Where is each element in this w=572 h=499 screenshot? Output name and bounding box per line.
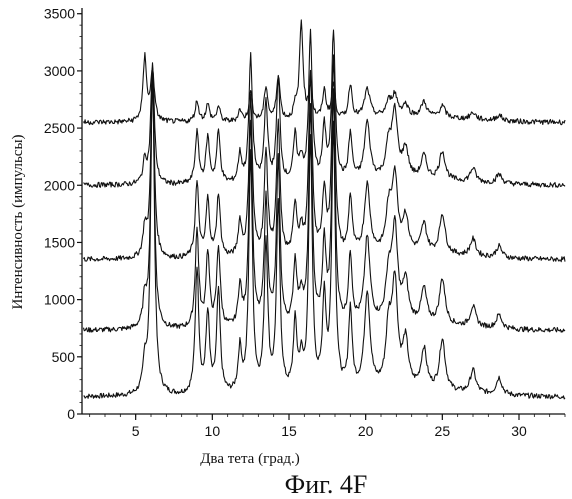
figure-caption: Фиг. 4F bbox=[285, 470, 368, 499]
y-tick-label: 0 bbox=[67, 406, 75, 422]
y-tick-label: 2000 bbox=[44, 177, 75, 193]
x-tick-label: 30 bbox=[511, 423, 527, 439]
y-tick-label: 2500 bbox=[44, 120, 75, 136]
y-tick-label: 500 bbox=[52, 349, 76, 365]
x-tick-label: 5 bbox=[132, 423, 140, 439]
pattern-trace-5 bbox=[84, 20, 566, 125]
y-tick-label: 3500 bbox=[44, 6, 75, 22]
plot-area bbox=[82, 8, 565, 414]
x-tick-label: 20 bbox=[358, 423, 374, 439]
x-tick-label: 25 bbox=[435, 423, 451, 439]
x-tick-label: 10 bbox=[205, 423, 221, 439]
y-axis-label: Интенсивность (импульсы) bbox=[10, 134, 26, 309]
pattern-trace-4 bbox=[84, 29, 566, 187]
x-tick-label: 15 bbox=[281, 423, 297, 439]
y-tick-label: 3000 bbox=[44, 63, 75, 79]
y-tick-label: 1000 bbox=[44, 292, 75, 308]
y-tick-label: 1500 bbox=[44, 234, 75, 250]
x-axis-label: Два тета (град.) bbox=[200, 451, 300, 467]
